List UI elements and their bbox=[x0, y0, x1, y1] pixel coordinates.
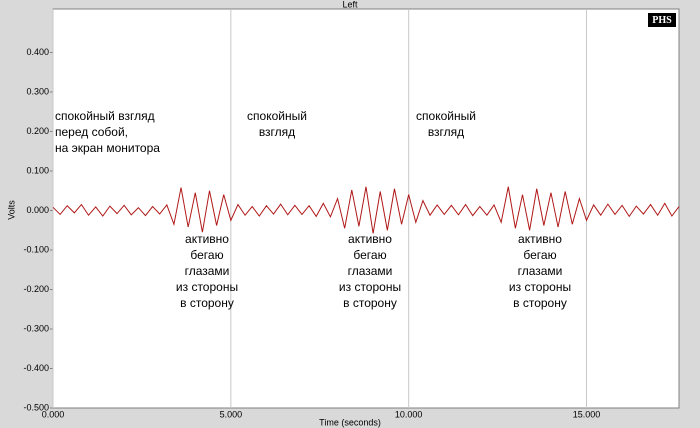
x-tick-label: 0.000 bbox=[42, 409, 65, 419]
logo-box bbox=[648, 13, 676, 27]
annotation: активно bbox=[348, 232, 392, 246]
y-tick-label: -0.500 bbox=[23, 402, 49, 412]
y-tick-label: 0.300 bbox=[26, 86, 49, 96]
logo: PHS bbox=[652, 15, 672, 26]
annotation: бегаю bbox=[353, 248, 386, 262]
x-tick-label: 5.000 bbox=[220, 409, 243, 419]
annotation: взгляд bbox=[428, 125, 464, 139]
chart-title: Left bbox=[342, 0, 358, 9]
annotation: бегаю bbox=[190, 248, 223, 262]
annotation: бегаю bbox=[523, 248, 556, 262]
annotation: в сторону bbox=[513, 296, 567, 310]
annotation: спокойный bbox=[416, 109, 476, 123]
annotation: в сторону bbox=[180, 296, 234, 310]
signal-line bbox=[52, 186, 680, 234]
annotation: глазами bbox=[348, 264, 393, 278]
annotation: на экран монитора bbox=[55, 141, 160, 155]
annotation: взгляд bbox=[259, 125, 295, 139]
annotation: из стороны bbox=[339, 280, 401, 294]
x-axis-label: Time (seconds) bbox=[319, 417, 381, 427]
annotation: из стороны bbox=[176, 280, 238, 294]
y-tick-label: -0.100 bbox=[23, 244, 49, 254]
y-tick-label: -0.300 bbox=[23, 323, 49, 333]
annotation: спокойный взгляд bbox=[55, 109, 155, 123]
x-tick-label: 10.000 bbox=[395, 409, 423, 419]
y-tick-label: 0.000 bbox=[26, 205, 49, 215]
annotation: активно bbox=[518, 232, 562, 246]
y-axis-label: Volts bbox=[6, 200, 16, 220]
y-tick-label: -0.200 bbox=[23, 284, 49, 294]
annotation: в сторону bbox=[343, 296, 397, 310]
y-tick-label: 0.100 bbox=[26, 165, 49, 175]
annotation: глазами bbox=[185, 264, 230, 278]
annotation: глазами bbox=[518, 264, 563, 278]
y-tick-label: -0.400 bbox=[23, 363, 49, 373]
annotation: из стороны bbox=[509, 280, 571, 294]
annotation: спокойный bbox=[247, 109, 307, 123]
y-tick-label: 0.400 bbox=[26, 47, 49, 57]
y-tick-label: 0.200 bbox=[26, 126, 49, 136]
annotation: перед собой, bbox=[55, 125, 128, 139]
x-tick-label: 15.000 bbox=[573, 409, 601, 419]
plot-area bbox=[52, 8, 680, 409]
annotation: активно bbox=[185, 232, 229, 246]
